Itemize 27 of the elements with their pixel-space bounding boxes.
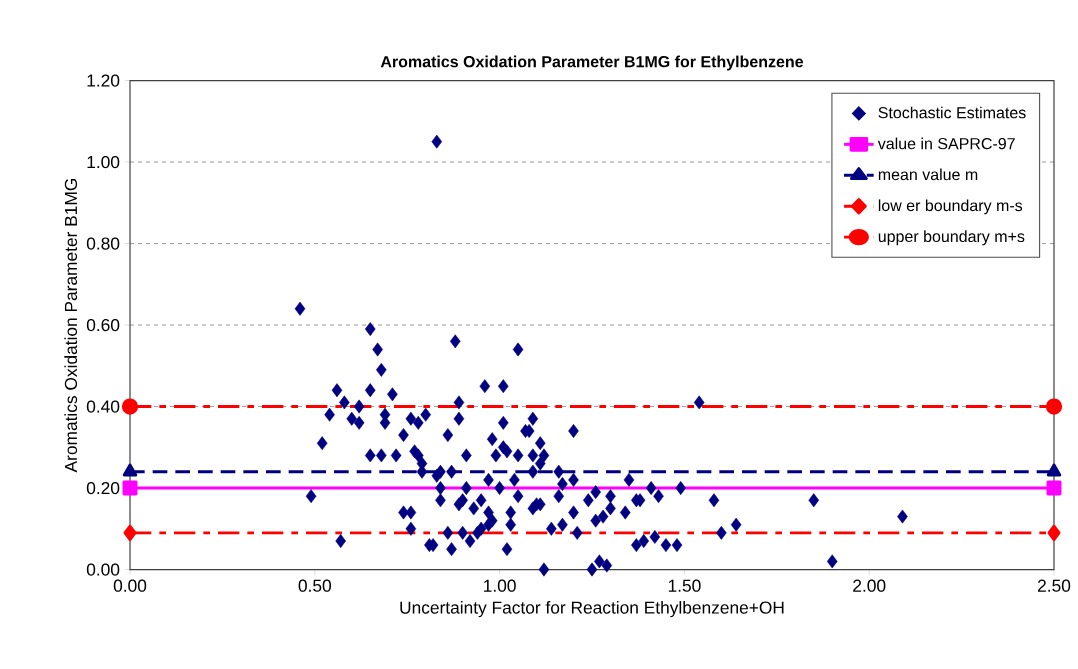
y-tick-label: 1.20 bbox=[87, 74, 120, 87]
point bbox=[122, 480, 138, 496]
legend-label: low er boundary m-s bbox=[878, 199, 1023, 215]
y-tick-label: 0.00 bbox=[86, 563, 120, 576]
x-tick-label: 1.00 bbox=[484, 579, 516, 592]
legend-label: upper boundary m+s bbox=[878, 230, 1025, 246]
point bbox=[1047, 524, 1061, 541]
y-tick-label: 0.40 bbox=[86, 400, 120, 413]
legend-label: Stochastic Estimates bbox=[878, 106, 1026, 119]
y-tick-label: 1.00 bbox=[87, 155, 120, 169]
y-tick-label: 0.20 bbox=[86, 481, 120, 495]
point bbox=[123, 524, 137, 541]
legend-label: value in SAPRC-97 bbox=[877, 137, 1015, 150]
x-tick-label: 0.50 bbox=[298, 579, 331, 592]
x-axis-title: Uncertainty Factor for Reaction Ethylbenzene+OH bbox=[400, 601, 784, 618]
point bbox=[121, 398, 139, 415]
x-tick-label: 0.00 bbox=[113, 579, 147, 592]
x-tick-label: 2.00 bbox=[853, 579, 886, 592]
point bbox=[1045, 398, 1063, 415]
y-tick-label: 0.60 bbox=[86, 318, 120, 332]
point bbox=[1046, 480, 1062, 496]
legend-label: mean value m bbox=[878, 168, 978, 181]
x-tick-label: 2.50 bbox=[1038, 579, 1071, 592]
chart-title: Aromatics Oxidation Parameter B1MG for Ethylbenzene bbox=[380, 55, 804, 71]
y-tick-label: 0.80 bbox=[86, 237, 120, 250]
y-axis-title: Aromatics Oxidation Parameter B1MG bbox=[64, 178, 78, 473]
x-tick-label: 1.50 bbox=[668, 579, 701, 592]
